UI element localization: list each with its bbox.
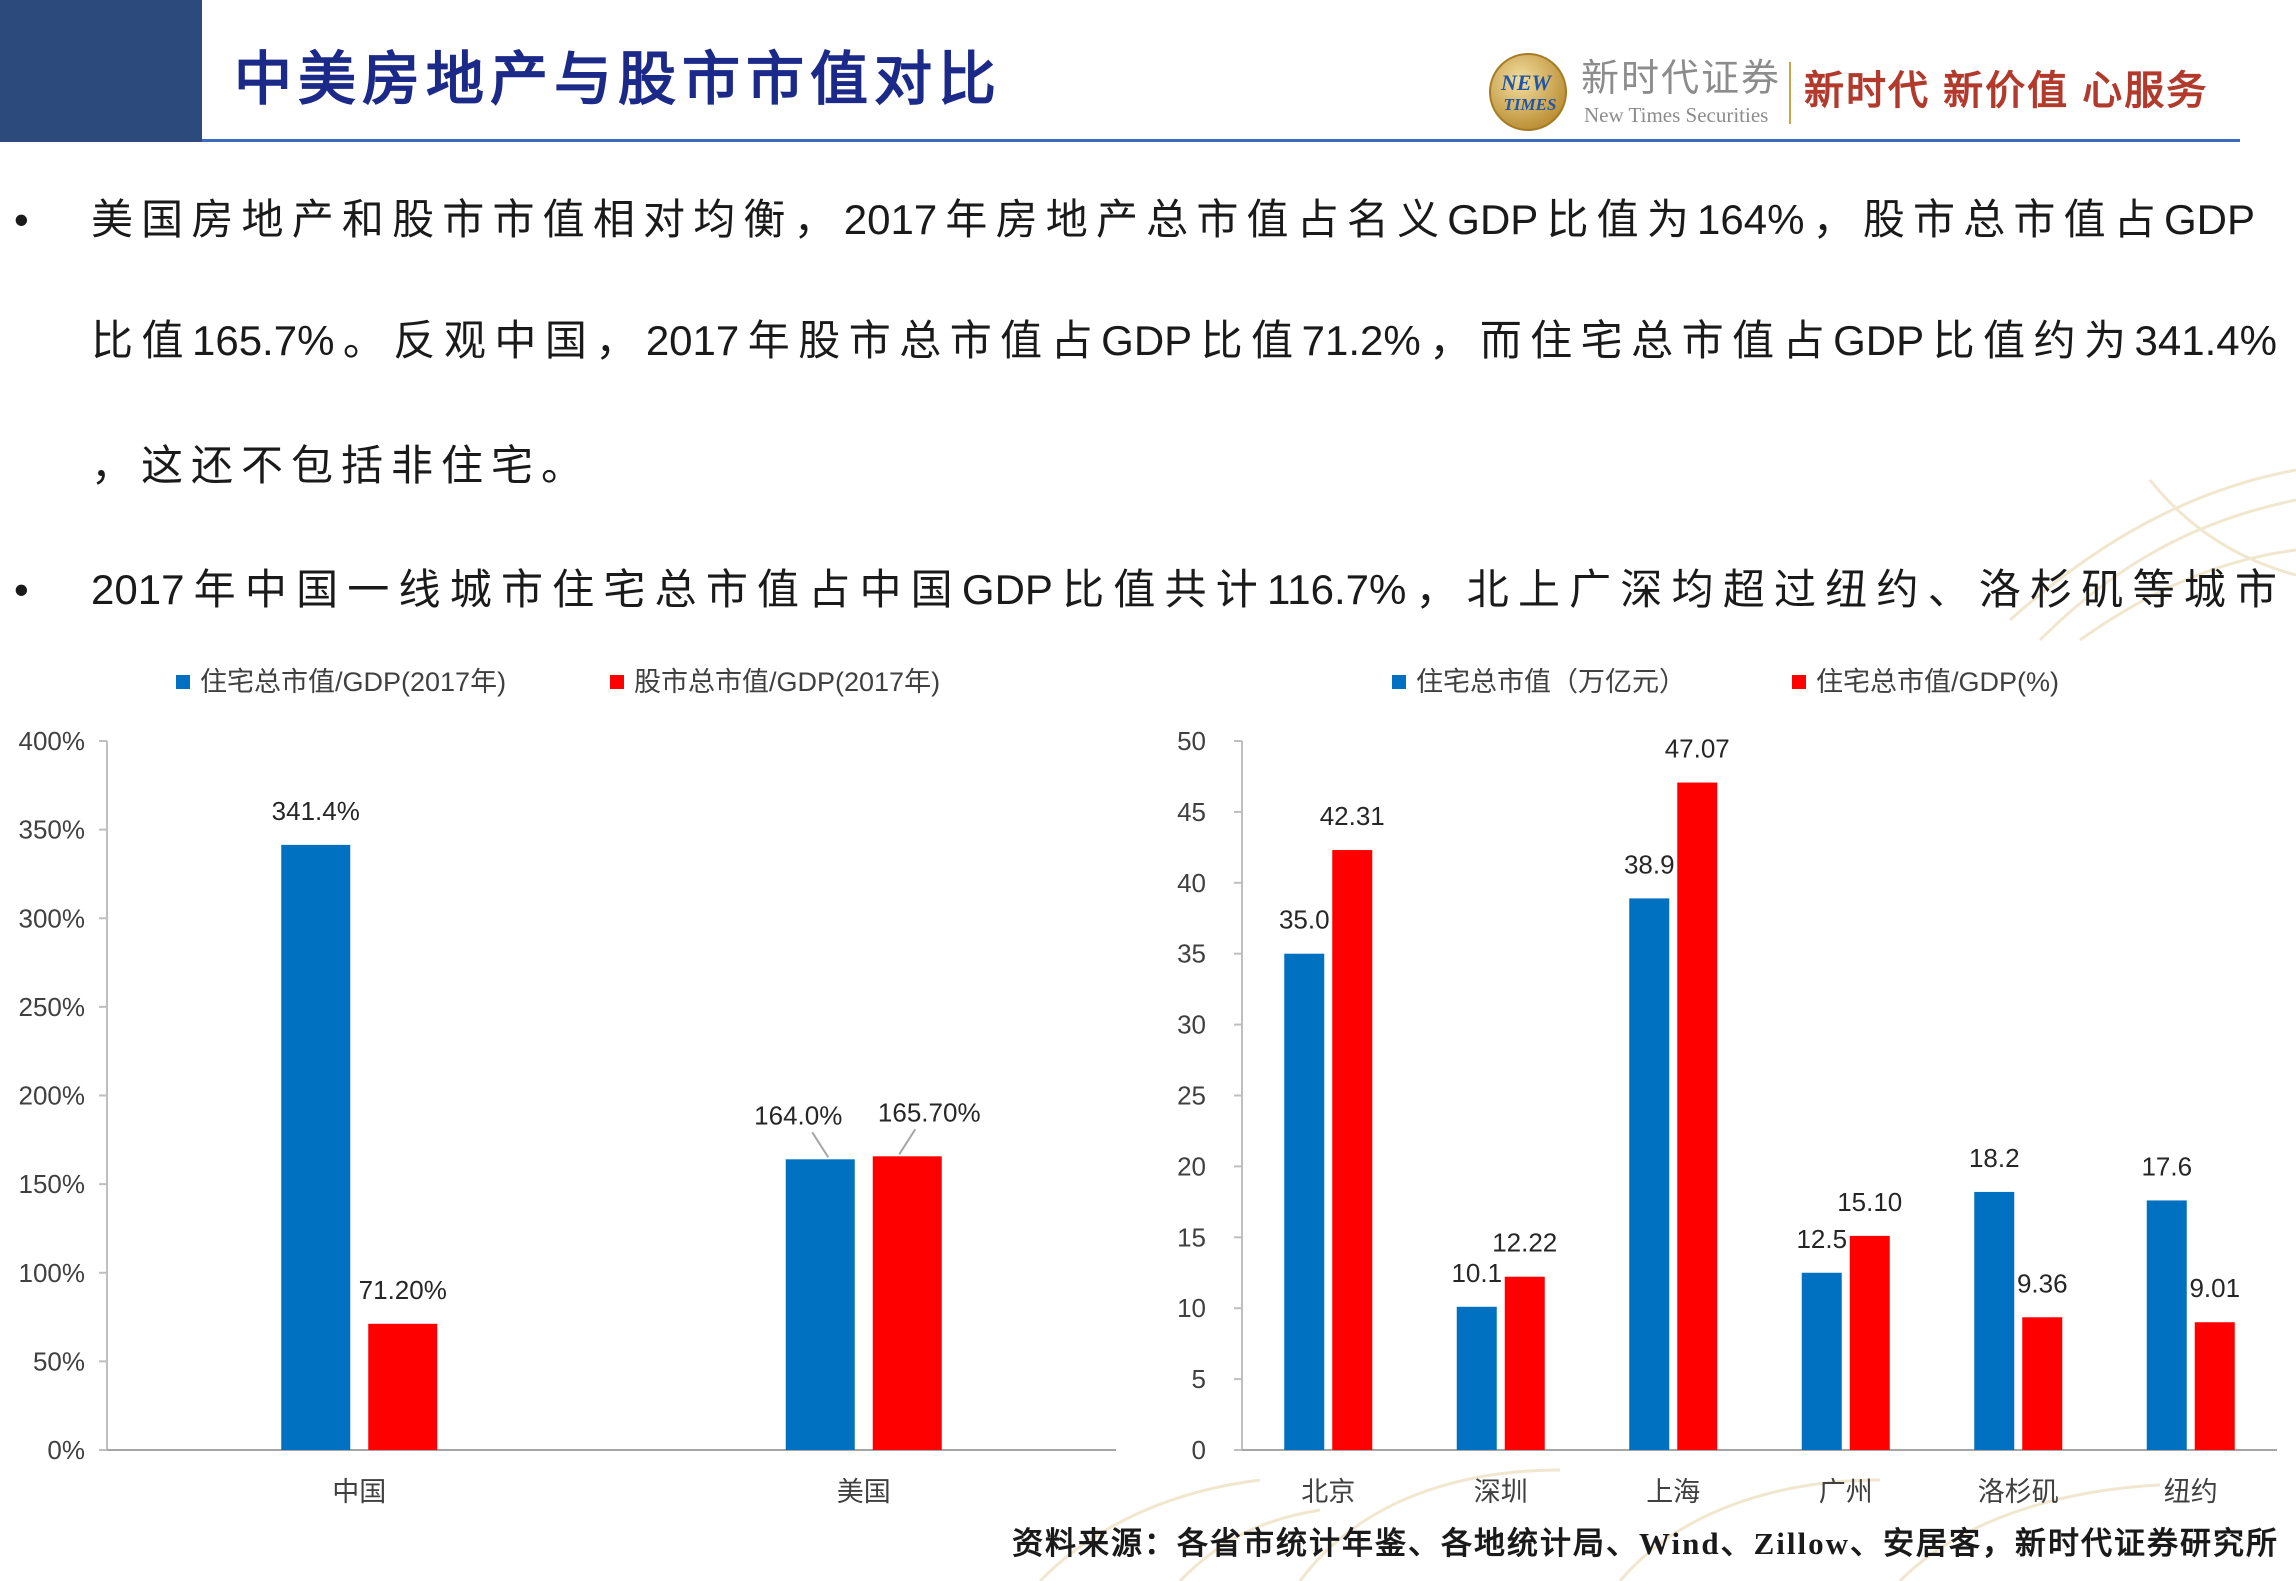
data-label: 9.36 xyxy=(2017,1268,2068,1298)
x-category-label: 广州 xyxy=(1819,1477,1873,1507)
legend-swatch-stock xyxy=(610,675,624,689)
x-category-label: 深圳 xyxy=(1474,1477,1528,1507)
y-tick-label: 35 xyxy=(1177,939,1206,969)
company-slogan: 新时代 新价值 心服务 xyxy=(1804,69,2209,113)
data-label: 12.22 xyxy=(1492,1228,1557,1258)
company-name-cn: 新时代证券 xyxy=(1581,58,1782,100)
bar-series-1-category-4 xyxy=(2022,1317,2063,1450)
bar-series-1-category-2 xyxy=(1677,782,1718,1450)
data-label: 17.6 xyxy=(2141,1151,2192,1181)
data-label: 35.0 xyxy=(1279,905,1330,935)
y-tick-label: 400% xyxy=(19,726,86,756)
bar-series-0-category-3 xyxy=(1801,1272,1842,1450)
y-tick-label: 15 xyxy=(1177,1222,1206,1252)
bar-series-0-category-4 xyxy=(1974,1191,2015,1450)
legend-swatch-housing-gdp xyxy=(1792,675,1806,689)
legend-swatch-housing-value xyxy=(1392,675,1406,689)
bar-series-1-category-0 xyxy=(368,1323,438,1450)
y-tick-label: 30 xyxy=(1177,1010,1206,1040)
legend-label-housing: 住宅总市值/GDP(2017年) xyxy=(200,667,507,697)
legend-label-housing-gdp: 住宅总市值/GDP(%) xyxy=(1816,667,2059,697)
bar-series-0-category-2 xyxy=(1629,898,1670,1450)
bullet-1-line-2: 比值165.7%。反观中国，2017年股市总市值占GDP比值71.2%，而住宅总… xyxy=(91,317,2277,364)
bar-series-1-category-3 xyxy=(1849,1235,1890,1450)
data-label-leader-line xyxy=(898,1128,917,1155)
y-tick-label: 25 xyxy=(1177,1081,1206,1111)
data-label: 341.4% xyxy=(272,796,360,826)
data-label: 15.10 xyxy=(1837,1187,1902,1217)
data-label: 10.1 xyxy=(1451,1258,1502,1288)
y-tick-label: 0 xyxy=(1192,1435,1206,1465)
y-tick-label: 100% xyxy=(19,1258,86,1288)
bullet-1-line-1: 美国房地产和股市市值相对均衡，2017年房地产总市值占名义GDP比值为164%，… xyxy=(91,196,2255,243)
x-category-label: 北京 xyxy=(1301,1477,1355,1507)
header-divider xyxy=(202,139,2240,142)
y-tick-label: 250% xyxy=(19,992,86,1022)
y-tick-label: 0% xyxy=(47,1435,85,1465)
city-housing-value-bar-chart: 05101520253035404550北京35.042.31深圳10.112.… xyxy=(1177,726,2277,1507)
x-category-label: 上海 xyxy=(1646,1477,1700,1507)
bullet-marker: • xyxy=(14,566,29,613)
x-category-label: 中国 xyxy=(332,1477,386,1507)
bar-series-0-category-1 xyxy=(785,1159,855,1450)
bar-series-0-category-1 xyxy=(1456,1306,1497,1450)
y-tick-label: 150% xyxy=(19,1169,86,1199)
y-tick-label: 40 xyxy=(1177,868,1206,898)
data-label: 42.31 xyxy=(1320,801,1385,831)
data-label-leader-line xyxy=(811,1131,830,1158)
source-note: 资料来源：各省市统计年鉴、各地统计局、Wind、Zillow、安居客，新时代证券… xyxy=(1012,1526,2279,1561)
logo-separator xyxy=(1789,62,1791,124)
legend-label-stock: 股市总市值/GDP(2017年) xyxy=(634,667,941,697)
bar-series-0-category-5 xyxy=(2146,1200,2187,1450)
bar-series-1-category-1 xyxy=(1504,1276,1545,1450)
y-tick-label: 50 xyxy=(1177,726,1206,756)
x-category-label: 纽约 xyxy=(2164,1477,2218,1507)
y-tick-label: 45 xyxy=(1177,797,1206,827)
bar-series-1-category-0 xyxy=(1332,850,1373,1450)
data-label: 165.70% xyxy=(878,1097,981,1127)
bar-series-0-category-0 xyxy=(1284,953,1325,1450)
china-us-ratio-bar-chart: 0% 50% 100% 150% 200% 250% 300% 350% 400% 中国 341.4… xyxy=(19,726,1116,1507)
bullet-2-line-1: 2017年中国一线城市住宅总市值占中国GDP比值共计116.7%，北上广深均超过… xyxy=(91,566,2277,613)
data-label: 9.01 xyxy=(2189,1273,2240,1303)
y-tick-label: 20 xyxy=(1177,1151,1206,1181)
company-logo-badge: NEW TIMES xyxy=(1489,53,1567,131)
bar-series-1-category-1 xyxy=(872,1156,942,1450)
bullet-1-line-3: ，这还不包括非住宅。 xyxy=(91,442,592,489)
page-title: 中美房地产与股市市值对比 xyxy=(234,47,1003,112)
y-tick-label: 5 xyxy=(1192,1364,1206,1394)
x-category-label: 美国 xyxy=(837,1477,891,1507)
y-tick-label: 350% xyxy=(19,815,86,845)
y-tick-label: 50% xyxy=(33,1346,85,1376)
logo-badge-text-top: NEW xyxy=(1500,70,1553,95)
legend-swatch-housing xyxy=(176,675,190,689)
legend-label-housing-value: 住宅总市值（万亿元） xyxy=(1416,667,1686,697)
header-color-block xyxy=(0,0,202,142)
data-label: 47.07 xyxy=(1665,734,1730,764)
data-label: 71.20% xyxy=(359,1275,447,1305)
x-category-label: 洛杉矶 xyxy=(1978,1477,2059,1507)
y-tick-label: 10 xyxy=(1177,1293,1206,1323)
company-name-en: New Times Securities xyxy=(1584,103,1769,127)
bar-series-1-category-5 xyxy=(2194,1322,2235,1450)
data-label: 164.0% xyxy=(754,1100,842,1130)
bar-series-0-category-0 xyxy=(281,844,351,1450)
y-tick-label: 200% xyxy=(19,1081,86,1111)
bullet-marker: • xyxy=(14,196,29,243)
data-label: 18.2 xyxy=(1969,1143,2020,1173)
data-label: 12.5 xyxy=(1796,1224,1847,1254)
logo-badge-text-bottom: TIMES xyxy=(1504,95,1557,114)
y-tick-label: 300% xyxy=(19,903,86,933)
data-label: 38.9 xyxy=(1624,849,1675,879)
